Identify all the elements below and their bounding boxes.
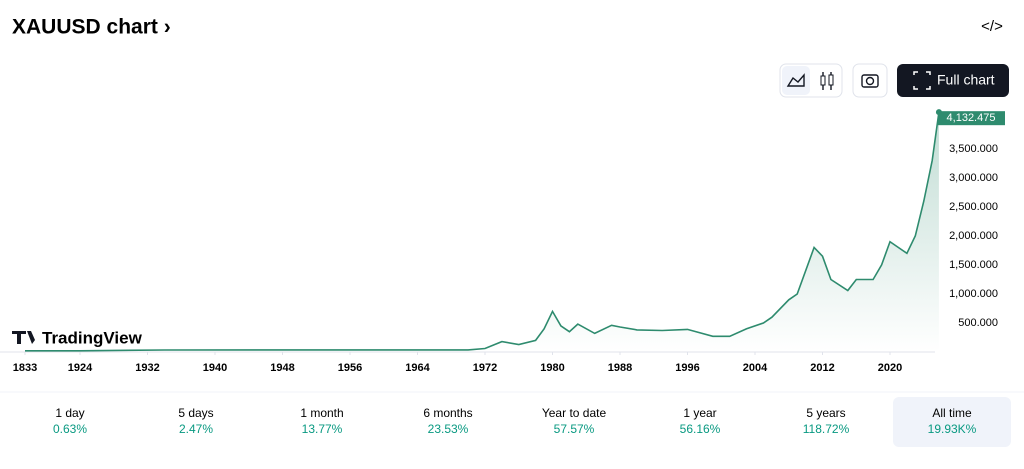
tv-logo xyxy=(12,331,35,344)
snapshot-button[interactable] xyxy=(852,63,888,98)
full-chart-label[interactable]: Full chart xyxy=(937,72,995,88)
area-fill xyxy=(25,112,939,352)
x-tick-label: 2020 xyxy=(878,362,902,374)
embed-icon[interactable]: </> xyxy=(981,18,1003,35)
period-change[interactable]: 19.93K% xyxy=(928,422,977,436)
title[interactable]: XAUUSD chart › xyxy=(12,16,171,39)
price-line xyxy=(25,112,940,352)
period-change[interactable]: 57.57% xyxy=(554,422,595,436)
period-name[interactable]: All time xyxy=(932,406,972,420)
x-tick-label: 2004 xyxy=(743,362,768,374)
x-tick-label: 2012 xyxy=(810,362,834,374)
x-tick-label: 1980 xyxy=(540,362,564,374)
selected-period xyxy=(893,397,1011,447)
x-tick-label: 1940 xyxy=(203,362,227,374)
x-tick-label: 1996 xyxy=(675,362,699,374)
period-name[interactable]: 1 month xyxy=(300,406,343,420)
y-tick-label: 2,000.000 xyxy=(949,230,998,242)
period-name[interactable]: 6 months xyxy=(423,406,472,420)
x-tick-label: 1988 xyxy=(608,362,632,374)
period-change[interactable]: 56.16% xyxy=(680,422,721,436)
x-tick-label: 1964 xyxy=(405,362,430,374)
price-label: 4,132.475 xyxy=(947,112,996,124)
x-tick-label: 1972 xyxy=(473,362,497,374)
y-tick-label: 2,500.000 xyxy=(949,201,998,213)
period-name[interactable]: 1 year xyxy=(683,406,716,420)
period-name[interactable]: 5 days xyxy=(178,406,213,420)
x-tick-label: 1833 xyxy=(13,362,37,374)
period-name[interactable]: 5 years xyxy=(806,406,845,420)
x-tick-label: 1932 xyxy=(135,362,159,374)
full-chart-button[interactable] xyxy=(897,64,1009,97)
period-change[interactable]: 118.72% xyxy=(803,422,850,436)
y-tick-label: 500.000 xyxy=(958,317,998,329)
x-tick-label: 1924 xyxy=(68,362,93,374)
period-name[interactable]: Year to date xyxy=(542,406,607,420)
price-label-bg xyxy=(938,111,1005,126)
period-change[interactable]: 13.77% xyxy=(302,422,343,436)
y-tick-label: 3,000.000 xyxy=(949,172,998,184)
line-icon xyxy=(786,73,805,87)
period-change[interactable]: 23.53% xyxy=(428,422,469,436)
watermark: TradingView xyxy=(42,328,143,347)
x-tick-label: 1956 xyxy=(338,362,362,374)
y-tick-label: 3,500.000 xyxy=(949,143,998,155)
period-change[interactable]: 0.63% xyxy=(53,422,87,436)
y-tick-label: 1,000.000 xyxy=(949,288,998,300)
period-change[interactable]: 2.47% xyxy=(179,422,213,436)
y-tick-label: 1,500.000 xyxy=(949,259,998,271)
x-tick-label: 1948 xyxy=(270,362,294,374)
period-name[interactable]: 1 day xyxy=(55,406,84,420)
